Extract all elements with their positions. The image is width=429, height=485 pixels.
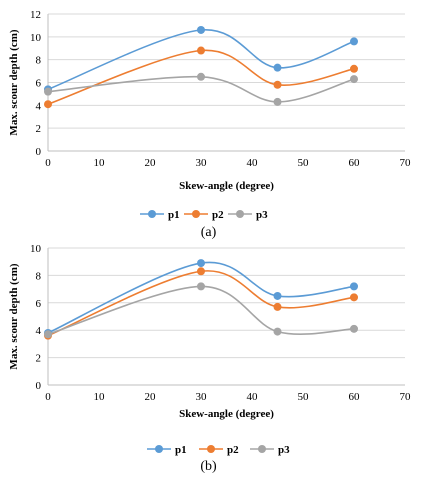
figure-caption: (a) xyxy=(201,225,217,240)
y-tick-label: 4 xyxy=(36,325,42,337)
legend-label: p2 xyxy=(212,209,224,221)
data-point-p2 xyxy=(197,267,205,276)
legend-label: p2 xyxy=(227,444,239,456)
y-axis-title: Max. scour depth (cm) xyxy=(8,29,20,135)
legend-label: p3 xyxy=(256,209,268,221)
y-tick-label: 2 xyxy=(36,353,42,365)
series-line-p3 xyxy=(47,285,355,336)
legend-label: p1 xyxy=(175,444,187,456)
x-tick-label: 10 xyxy=(94,157,106,169)
data-point-p2 xyxy=(197,46,205,55)
y-tick-label: 12 xyxy=(30,9,41,21)
x-tick-label: 20 xyxy=(145,157,157,169)
legend-marker xyxy=(155,445,163,453)
legend-item-p3: p3 xyxy=(250,444,290,456)
data-point-p3 xyxy=(197,282,205,291)
data-point-p3 xyxy=(44,87,52,96)
data-point-p3 xyxy=(44,330,52,339)
series-line-p2 xyxy=(47,270,355,337)
legend-marker xyxy=(236,210,244,218)
legend-item-p3: p3 xyxy=(228,209,268,221)
data-point-p3 xyxy=(350,75,358,84)
data-point-p1 xyxy=(350,37,358,46)
x-tick-label: 30 xyxy=(196,157,208,169)
data-point-p1 xyxy=(350,282,358,291)
y-tick-label: 0 xyxy=(36,380,42,392)
y-tick-label: 4 xyxy=(36,100,42,112)
x-tick-label: 40 xyxy=(247,157,259,169)
legend-item-p1: p1 xyxy=(140,209,180,221)
x-tick-label: 10 xyxy=(94,391,106,403)
legend-marker xyxy=(148,210,156,218)
x-axis-title: Skew-angle (degree) xyxy=(179,408,274,420)
legend-item-p1: p1 xyxy=(147,444,187,456)
series-line-p1 xyxy=(47,29,355,91)
series-line-p2 xyxy=(47,49,355,105)
data-point-p1 xyxy=(197,259,205,268)
x-tick-label: 0 xyxy=(45,157,51,169)
data-point-p3 xyxy=(273,327,282,336)
legend-label: p1 xyxy=(168,209,180,221)
data-point-p2 xyxy=(350,293,358,302)
x-tick-label: 60 xyxy=(349,157,361,169)
y-tick-label: 6 xyxy=(36,298,42,310)
y-tick-label: 10 xyxy=(30,243,42,255)
data-point-p2 xyxy=(273,80,282,89)
legend-marker xyxy=(192,210,200,218)
x-tick-label: 50 xyxy=(298,391,310,403)
data-point-p3 xyxy=(350,324,358,333)
y-tick-label: 10 xyxy=(30,32,42,44)
x-axis-title: Skew-angle (degree) xyxy=(179,180,274,192)
y-tick-label: 8 xyxy=(36,270,42,282)
figure-caption: (b) xyxy=(200,459,217,474)
chart-panel-1: 0 2 4 6 8 10 0 10 20 30 40 50 60 70 Skew-angle (degree… xyxy=(8,243,411,474)
data-point-p2 xyxy=(350,64,358,73)
legend-label: p3 xyxy=(278,444,290,456)
data-point-p2 xyxy=(273,302,282,311)
chart-panel-0: 0 2 4 6 8 10 12 0 10 20 30 40 50 60 70 Skew-angle (degr… xyxy=(8,9,411,240)
y-tick-label: 8 xyxy=(36,55,42,67)
x-tick-label: 60 xyxy=(349,391,361,403)
data-point-p3 xyxy=(197,72,205,81)
x-tick-label: 70 xyxy=(400,391,412,403)
y-axis-title: Max. scour depth (cm) xyxy=(8,263,20,369)
series-line-p1 xyxy=(47,261,355,334)
y-tick-label: 2 xyxy=(36,123,42,135)
x-tick-label: 70 xyxy=(400,157,412,169)
x-tick-label: 0 xyxy=(45,391,51,403)
x-tick-label: 50 xyxy=(298,157,310,169)
legend-marker xyxy=(258,445,266,453)
y-tick-label: 0 xyxy=(36,146,42,158)
legend-item-p2: p2 xyxy=(184,209,224,221)
data-point-p3 xyxy=(273,97,282,106)
x-tick-label: 40 xyxy=(247,391,259,403)
x-tick-label: 20 xyxy=(145,391,157,403)
x-tick-label: 30 xyxy=(196,391,208,403)
legend-item-p2: p2 xyxy=(199,444,239,456)
data-point-p1 xyxy=(197,25,205,34)
data-point-p1 xyxy=(273,63,282,72)
data-point-p2 xyxy=(44,100,52,109)
data-point-p1 xyxy=(273,291,282,300)
series-line-p3 xyxy=(47,75,355,103)
legend-marker xyxy=(207,445,215,453)
y-tick-label: 6 xyxy=(36,78,42,90)
